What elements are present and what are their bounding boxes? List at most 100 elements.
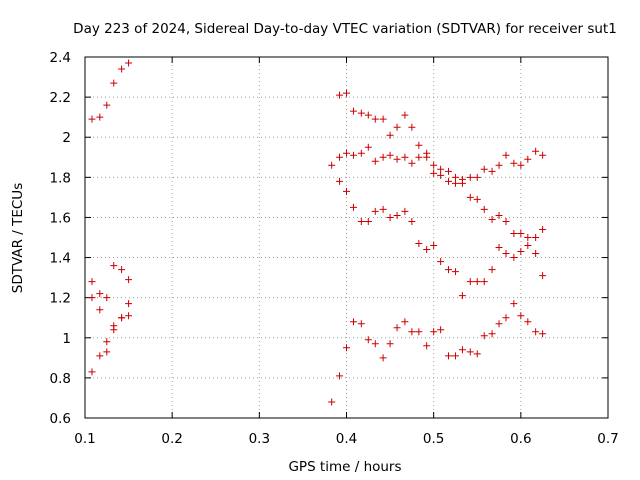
data-point [488, 167, 496, 175]
data-point [458, 346, 466, 354]
data-point [408, 159, 416, 167]
data-point [510, 159, 518, 167]
data-point [473, 173, 481, 181]
data-point [423, 246, 431, 254]
data-point [364, 217, 372, 225]
data-point [423, 342, 431, 350]
data-point [437, 171, 445, 179]
data-point [408, 123, 416, 131]
y-axis-label: SDTVAR / TECUs [10, 183, 26, 293]
data-point [539, 225, 547, 233]
data-point [96, 113, 104, 121]
data-point [524, 155, 532, 163]
data-point [539, 330, 547, 338]
data-point [103, 338, 111, 346]
data-point [371, 157, 379, 165]
data-point [415, 153, 423, 161]
data-point [495, 211, 503, 219]
data-point [96, 290, 104, 298]
data-point [451, 179, 459, 187]
data-point [96, 306, 104, 314]
x-axis-label: GPS time / hours [288, 459, 401, 475]
y-tick-label: 1 [62, 331, 71, 347]
data-point [386, 151, 394, 159]
data-point [386, 340, 394, 348]
data-point [444, 177, 452, 185]
data-point [336, 372, 344, 380]
data-point [110, 262, 118, 270]
y-tick-label: 2 [62, 130, 71, 146]
data-point [386, 131, 394, 139]
data-point [524, 242, 532, 250]
data-point [437, 326, 445, 334]
data-point [88, 278, 96, 286]
data-point [364, 336, 372, 344]
data-point [118, 266, 126, 274]
y-tick-label: 2.2 [50, 90, 71, 106]
data-point [430, 161, 438, 169]
y-tick-label: 2.4 [50, 50, 71, 66]
data-point [379, 153, 387, 161]
data-point [510, 254, 518, 262]
data-point [466, 348, 474, 356]
data-point [539, 151, 547, 159]
data-point [451, 173, 459, 181]
data-point [480, 278, 488, 286]
y-tick-label: 0.8 [50, 371, 71, 387]
data-point [88, 115, 96, 123]
x-tick-label: 0.4 [336, 431, 357, 447]
x-tick-label: 0.7 [597, 431, 618, 447]
data-point [393, 211, 401, 219]
data-point [393, 155, 401, 163]
data-point [371, 340, 379, 348]
data-point [488, 266, 496, 274]
data-point [401, 207, 409, 215]
data-point [357, 217, 365, 225]
data-point [451, 268, 459, 276]
data-point [349, 151, 357, 159]
data-point [343, 149, 350, 157]
data-point [473, 278, 481, 286]
data-point [495, 320, 503, 328]
x-tick-label: 0.1 [74, 431, 95, 447]
data-point [401, 153, 409, 161]
data-point [357, 320, 365, 328]
data-point [458, 292, 466, 300]
data-point [444, 266, 452, 274]
data-point [336, 177, 344, 185]
data-point [458, 179, 466, 187]
data-point [328, 161, 336, 169]
data-point [343, 187, 350, 195]
data-point [495, 161, 503, 169]
data-point [349, 203, 357, 211]
data-point [488, 330, 496, 338]
data-point [379, 354, 387, 362]
data-point [532, 234, 540, 241]
data-point [364, 111, 372, 119]
data-point [430, 242, 438, 250]
data-point [430, 328, 438, 336]
data-point [510, 300, 518, 308]
data-point [502, 250, 510, 258]
data-point [480, 205, 488, 213]
data-point [480, 165, 488, 173]
data-point [88, 368, 96, 376]
data-point [466, 173, 474, 181]
data-point [517, 248, 525, 256]
data-point [371, 115, 379, 123]
data-point [444, 167, 452, 175]
data-point [125, 300, 133, 308]
data-point [466, 193, 474, 201]
data-point [532, 147, 540, 155]
data-point [125, 312, 133, 320]
data-point [336, 153, 344, 161]
axis-ticks: 0.1 0.2 0.3 0.4 0.5 0.6 0.7 0.6 0.8 1 1.2 1.4 1.6 1.8… [50, 50, 619, 447]
y-tick-label: 1.4 [50, 251, 71, 267]
data-point [517, 312, 525, 320]
data-point [532, 250, 540, 258]
data-point [437, 258, 445, 266]
data-point [118, 314, 126, 322]
data-point [110, 326, 118, 334]
data-point [437, 165, 445, 173]
